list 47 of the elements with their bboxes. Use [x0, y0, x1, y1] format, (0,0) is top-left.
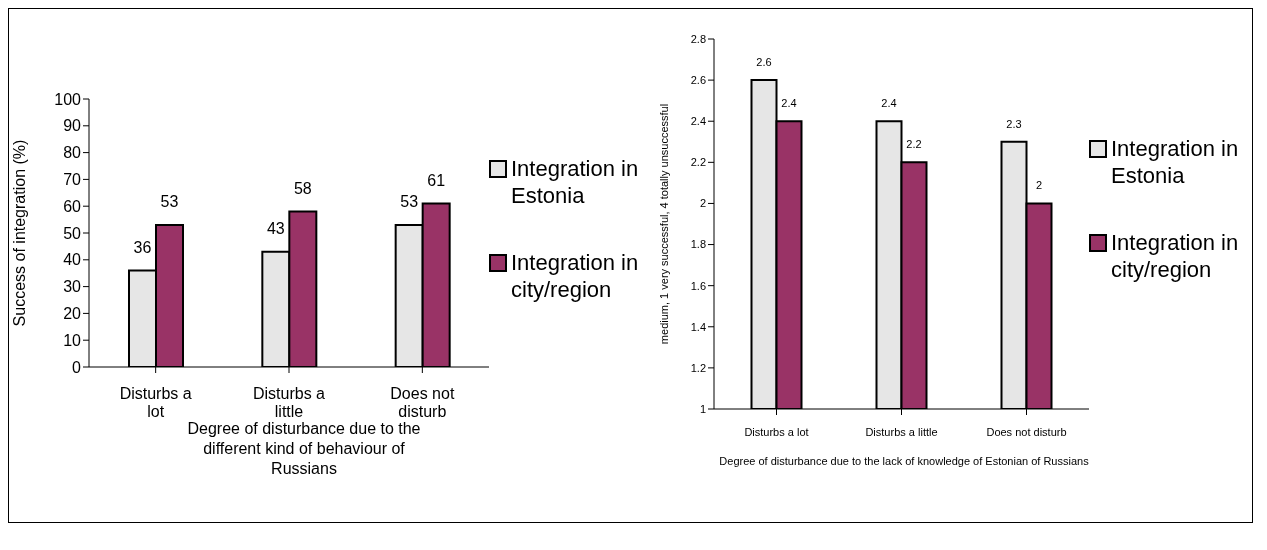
- data-label: 2: [1035, 179, 1043, 192]
- data-label: 2.4: [881, 97, 897, 110]
- y-tick-label: 1: [699, 402, 706, 415]
- y-tick-label: 2: [699, 197, 706, 210]
- y-tick-label: 0: [72, 358, 82, 376]
- legend-label: Integration in Estonia: [1111, 135, 1239, 189]
- data-label: 61: [427, 171, 446, 189]
- data-label: 2.2: [906, 138, 922, 151]
- y-axis-title: Success of integration (%): [10, 139, 28, 327]
- y-tick-label: 2.2: [690, 156, 706, 169]
- y-tick-label: 70: [63, 171, 82, 189]
- legend-label: Integration in city/region: [1111, 229, 1239, 283]
- data-label: 53: [160, 192, 179, 210]
- y-tick-label: 1.6: [690, 279, 706, 292]
- y-tick-label: 2.6: [690, 74, 706, 87]
- x-tick-label: Does not disturb: [986, 426, 1067, 438]
- y-tick-label: 90: [63, 117, 82, 135]
- y-tick-label: 10: [63, 331, 82, 349]
- data-label: 58: [293, 179, 312, 197]
- y-tick-label: 1.8: [690, 238, 706, 251]
- y-tick-label: 1.4: [690, 320, 706, 333]
- y-tick-label: 20: [63, 305, 82, 323]
- x-tick-label: Does not disturb: [390, 385, 455, 421]
- data-label: 2.3: [1006, 117, 1022, 130]
- x-axis-title: Degree of disturbance due to the different kind of behaviour of Russians: [186, 419, 422, 479]
- y-tick-label: 60: [63, 197, 82, 215]
- legend-label: Integration in city/region: [511, 249, 639, 303]
- y-tick-label: 1.2: [690, 361, 706, 374]
- data-label: 2.6: [756, 56, 772, 69]
- y-tick-label: 40: [63, 251, 82, 269]
- y-tick-label: 2.4: [690, 115, 706, 128]
- data-label: 2.4: [781, 97, 797, 110]
- data-label: 53: [400, 192, 419, 210]
- x-tick-label: Disturbs a lot: [119, 385, 192, 421]
- y-axis-title: medium, 1 very successful, 4 totally unsuccessful: [657, 103, 670, 345]
- legend-label: Integration in Estonia: [511, 155, 639, 209]
- data-label: 36: [133, 238, 152, 256]
- y-tick-label: 100: [54, 90, 82, 108]
- x-tick-label: Disturbs a little: [865, 426, 938, 438]
- x-tick-label: Disturbs a lot: [744, 426, 809, 438]
- x-axis-title: Degree of disturbance due to the lack of knowledge of Estonian of Russians: [718, 454, 1090, 469]
- x-tick-label: Disturbs a little: [252, 385, 326, 421]
- data-label: 43: [266, 219, 285, 237]
- y-tick-label: 80: [63, 144, 82, 162]
- y-tick-label: 30: [63, 278, 82, 296]
- y-tick-label: 2.8: [690, 32, 706, 45]
- y-tick-label: 50: [63, 224, 82, 242]
